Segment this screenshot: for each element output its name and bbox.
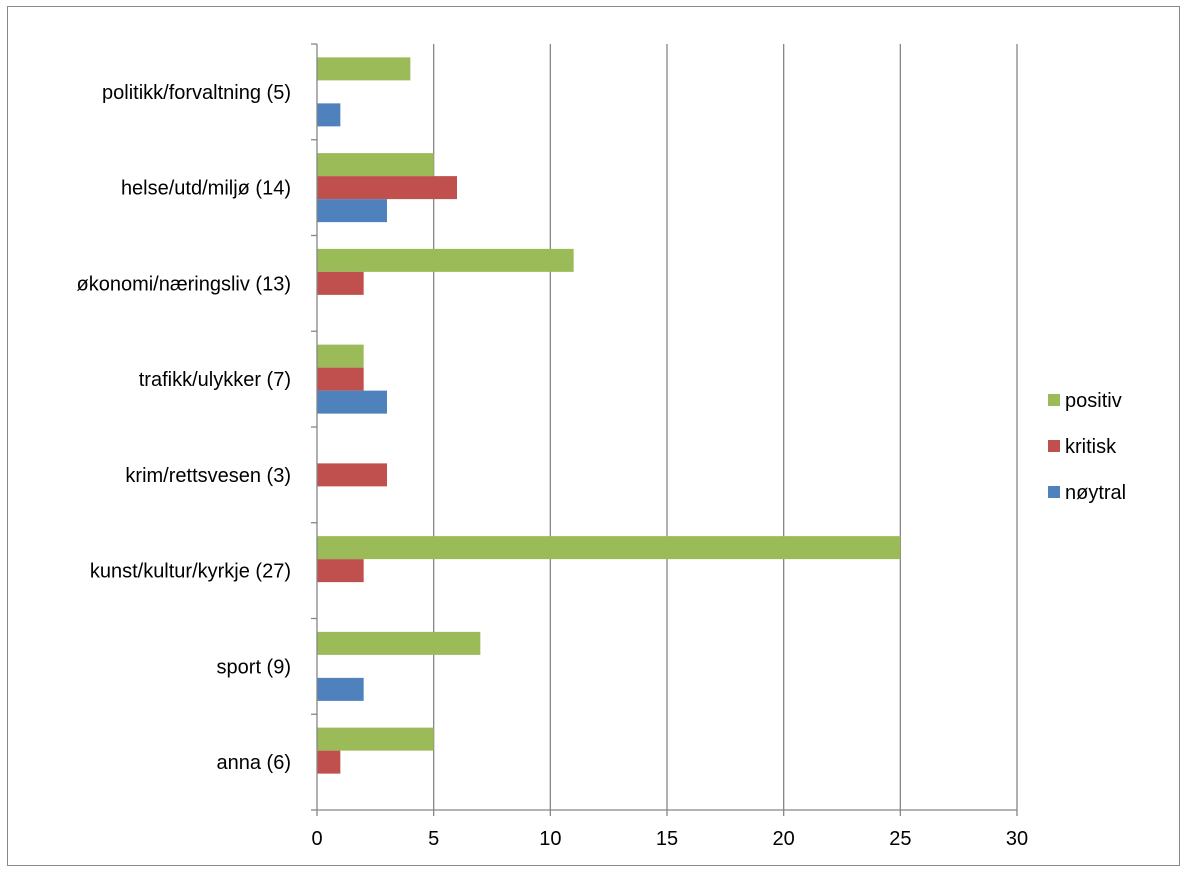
- bar-positiv: [317, 57, 411, 81]
- x-tick-label: 5: [428, 828, 439, 850]
- category-label: anna (6): [217, 752, 292, 774]
- bar-nøytral: [317, 103, 341, 127]
- axes: [311, 43, 1018, 816]
- bars: [317, 57, 901, 774]
- bar-kritisk: [317, 271, 364, 295]
- category-label: helse/utd/miljø (14): [121, 178, 291, 200]
- bar-kritisk: [317, 750, 341, 774]
- bar-positiv: [317, 344, 364, 368]
- x-tick-label: 15: [656, 828, 678, 850]
- category-label: politikk/forvaltning (5): [102, 82, 291, 104]
- category-label: økonomi/næringsliv (13): [76, 273, 291, 295]
- bar-nøytral: [317, 390, 387, 414]
- legend-swatch-nøytral: [1048, 486, 1060, 498]
- x-tick-label: 0: [311, 828, 322, 850]
- bar-kritisk: [317, 559, 364, 583]
- category-label: krim/rettsvesen (3): [125, 465, 291, 487]
- bar-positiv: [317, 248, 574, 272]
- chart-area: [7, 6, 1180, 866]
- x-tick-label: 20: [773, 828, 795, 850]
- bar-nøytral: [317, 677, 364, 701]
- gridlines: [433, 44, 1018, 810]
- legend: positiv kritisk nøytral: [1048, 390, 1126, 504]
- category-label: trafikk/ulykker (7): [139, 369, 291, 391]
- category-label: kunst/kultur/kyrkje (27): [90, 561, 291, 583]
- legend-label-positiv: positiv: [1065, 390, 1122, 412]
- legend-label-nøytral: nøytral: [1065, 482, 1126, 504]
- bar-positiv: [317, 536, 901, 560]
- bar-positiv: [317, 631, 481, 655]
- bar-kritisk: [317, 463, 387, 487]
- bar-positiv: [317, 727, 434, 751]
- axis-labels: 0 5 10 15 20 25 30 politikk/forvaltning (5) hels…: [76, 82, 1028, 850]
- category-label: sport (9): [217, 656, 291, 678]
- legend-label-kritisk: kritisk: [1065, 436, 1117, 458]
- x-tick-label: 10: [539, 828, 561, 850]
- x-tick-label: 25: [889, 828, 911, 850]
- bar-kritisk: [317, 176, 457, 200]
- x-tick-label: 30: [1006, 828, 1028, 850]
- legend-swatch-kritisk: [1048, 440, 1060, 452]
- bar-kritisk: [317, 367, 364, 391]
- legend-swatch-positiv: [1048, 394, 1060, 406]
- bar-positiv: [317, 153, 434, 177]
- bar-nøytral: [317, 199, 387, 223]
